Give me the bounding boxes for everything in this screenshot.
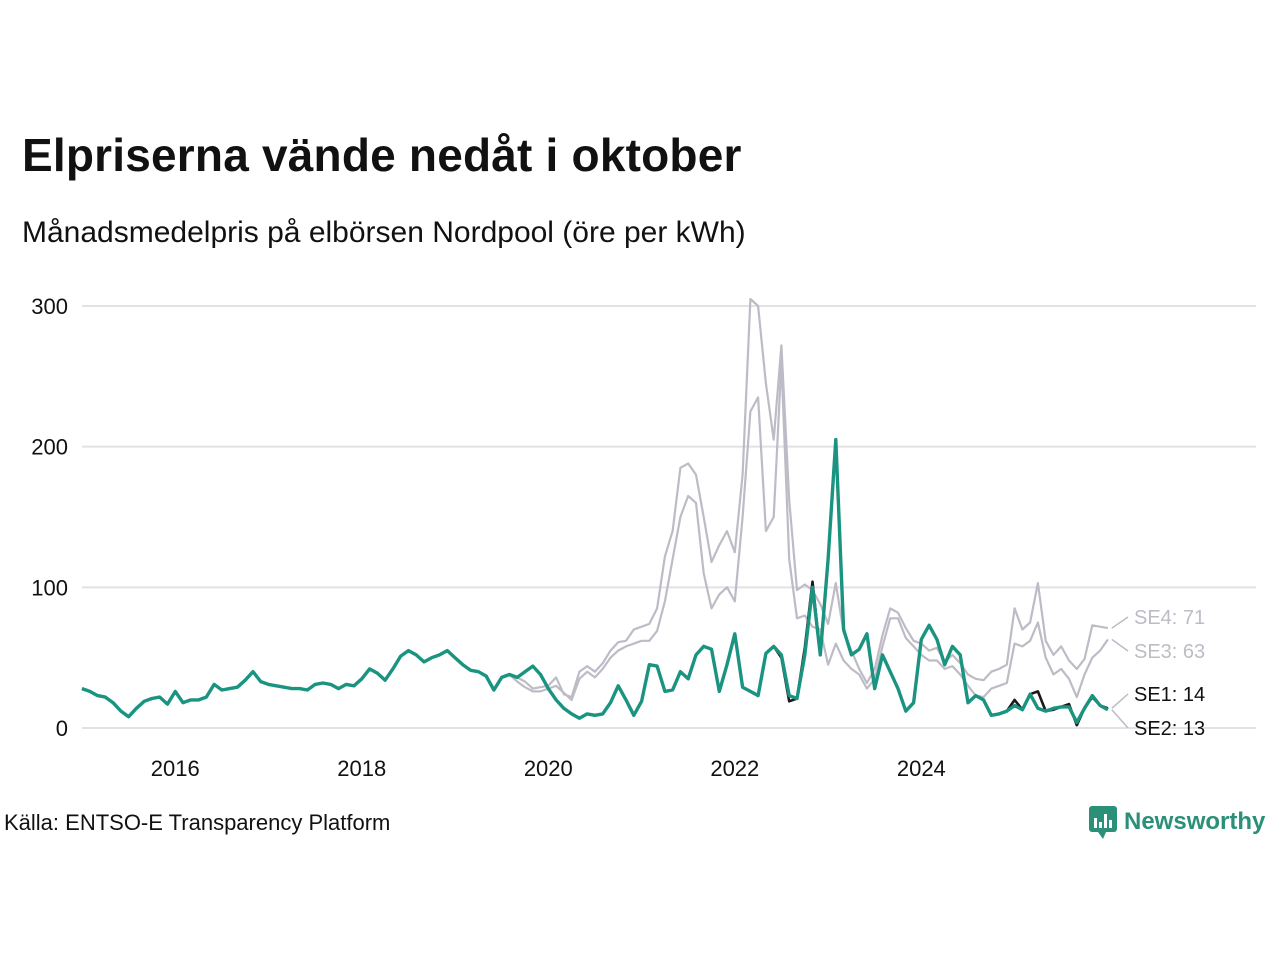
x-tick-label-2018: 2018 xyxy=(337,756,386,781)
y-tick-label-0: 0 xyxy=(56,716,68,741)
x-tick-label-2016: 2016 xyxy=(151,756,200,781)
chart-title: Elpriserna vände nedåt i oktober xyxy=(22,129,742,181)
y-tick-label-200: 200 xyxy=(31,435,68,460)
y-tick-label-300: 300 xyxy=(31,294,68,319)
end-label-se4: SE4: 71 xyxy=(1134,607,1205,629)
brand-name: Newsworthy xyxy=(1124,808,1266,835)
chart-subtitle: Månadsmedelpris på elbörsen Nordpool (ör… xyxy=(22,216,746,249)
label-leader-se3 xyxy=(1111,638,1129,652)
x-tick-label-2024: 2024 xyxy=(897,756,946,781)
label-leader-se4 xyxy=(1111,616,1129,629)
x-tick-label-2020: 2020 xyxy=(524,756,573,781)
y-tick-label-100: 100 xyxy=(31,575,68,600)
series-line-se4 xyxy=(81,297,1109,718)
series-line-se3 xyxy=(81,361,1109,718)
newsworthy-logo-icon xyxy=(1089,806,1117,839)
end-label-se1: SE1: 14 xyxy=(1134,684,1205,706)
series-line-se2 xyxy=(81,437,1109,725)
label-leader-se1 xyxy=(1111,693,1129,709)
end-label-se3: SE3: 63 xyxy=(1134,641,1205,663)
x-tick-label-2022: 2022 xyxy=(710,756,759,781)
brand-logo[interactable]: Newsworthy xyxy=(1088,804,1265,840)
end-label-se2: SE2: 13 xyxy=(1134,718,1205,740)
label-leader-se2 xyxy=(1111,709,1129,729)
source-note: Källa: ENTSO-E Transparency Platform xyxy=(4,810,391,835)
series-line-se1 xyxy=(81,438,1109,727)
